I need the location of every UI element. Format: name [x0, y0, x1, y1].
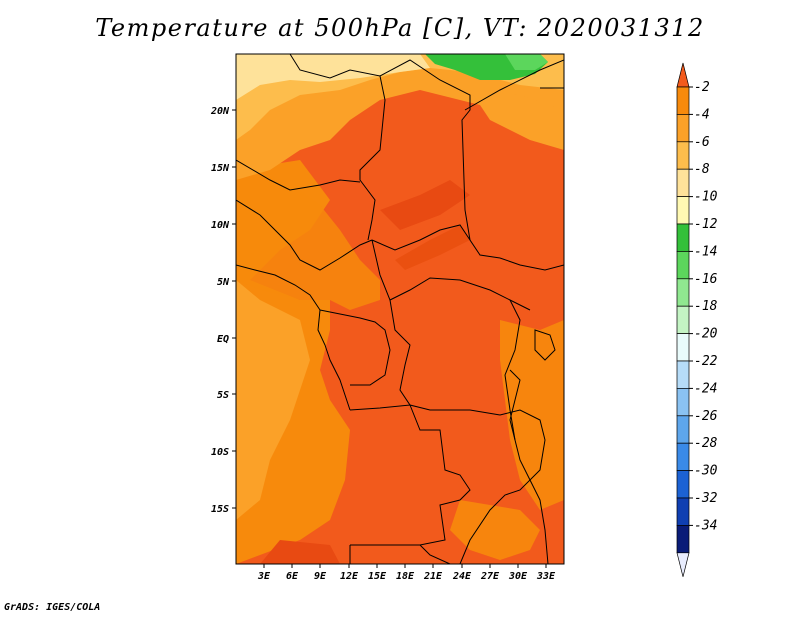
- colorbar-label: -34: [694, 518, 717, 533]
- border-lakes: [509, 369, 521, 441]
- chart-title: Temperature at 500hPa [C], VT: 202003131…: [95, 14, 705, 42]
- border-northeast: [464, 59, 564, 111]
- field-dark-streak: [380, 180, 470, 230]
- border-east-3: [459, 409, 546, 564]
- border-angola: [349, 404, 471, 546]
- colorbar-swatch: [676, 251, 690, 280]
- colorbar-swatch: [676, 442, 690, 471]
- colorbar-label: -16: [694, 272, 718, 287]
- lon-label: 15E: [368, 571, 387, 582]
- latitude-axis: 20N 15N 10N 5N EQ 5S 10S 15S: [210, 106, 236, 515]
- colorbar-label: -30: [694, 464, 718, 479]
- lat-label: 10S: [211, 447, 229, 458]
- lat-label: 20N: [210, 106, 230, 117]
- colorbar-swatch: [676, 333, 690, 362]
- colorbar-label: -4: [694, 107, 710, 122]
- lat-label: 5N: [217, 277, 230, 288]
- colorbar-bottom-arrow: [676, 552, 690, 577]
- field-dark-southwest: [260, 540, 340, 564]
- colorbar: -2 -4 -6 -8 -10 -12 -14 -16 -18 -20 -22 -24 -26 -28 -3…: [676, 62, 718, 577]
- longitude-axis: 3E 6E 9E 12E 15E 18E 21E 24E 27E 30E 33E: [257, 564, 556, 582]
- colorbar-swatch: [676, 525, 690, 554]
- lat-label: 15N: [211, 163, 230, 174]
- colorbar-label: -26: [694, 409, 718, 424]
- border-east-1: [499, 257, 564, 271]
- field-dark-streak-2: [395, 225, 470, 270]
- colorbar-swatch: [676, 360, 690, 389]
- lon-label: 21E: [423, 571, 443, 582]
- colorbar-swatch: [676, 278, 690, 307]
- colorbar-label: -22: [694, 354, 718, 369]
- field-orange-interior: [236, 175, 380, 310]
- lon-label: 33E: [536, 571, 556, 582]
- credit-text: GrADS: IGES/COLA: [4, 602, 101, 613]
- border-west-1: [236, 159, 361, 191]
- lon-label: 6E: [286, 571, 299, 582]
- colorbar-swatch: [676, 141, 690, 170]
- country-borders: [236, 54, 564, 564]
- colorbar-label: -8: [694, 162, 710, 177]
- border-south-1: [419, 544, 451, 564]
- border-coast-west: [236, 264, 351, 411]
- field-cold-patch-edge: [505, 54, 548, 70]
- colorbar-swatch: [676, 114, 690, 143]
- colorbar-swatch: [676, 86, 690, 115]
- lon-label: 30E: [508, 571, 528, 582]
- border-central-1: [371, 224, 471, 251]
- colorbar-swatch: [676, 388, 690, 417]
- field-southeast-patch: [450, 500, 540, 560]
- colorbar-top-arrow: [676, 62, 690, 88]
- field-northeast-patch: [470, 90, 564, 150]
- colorbar-swatch: [676, 497, 690, 526]
- lat-label: 5S: [217, 390, 229, 401]
- border-lake-victoria: [534, 329, 556, 361]
- colorbar-label: -32: [694, 491, 718, 506]
- colorbar-swatch: [676, 168, 690, 197]
- colorbar-label: -10: [694, 190, 718, 205]
- colorbar-swatch: [676, 305, 690, 334]
- colorbar-label: -14: [694, 244, 717, 259]
- border-north-1: [289, 54, 501, 259]
- colorbar-label: -24: [694, 381, 717, 396]
- lat-label: EQ: [217, 334, 229, 345]
- colorbar-label: -12: [694, 217, 718, 232]
- colorbar-swatch: [676, 415, 690, 444]
- colorbar-swatch: [676, 196, 690, 225]
- map-frame: [235, 53, 565, 565]
- colorbar-swatch: [676, 470, 690, 499]
- lon-label: 12E: [340, 571, 359, 582]
- field-light-southwest: [236, 280, 310, 520]
- field-orange-east: [500, 320, 564, 510]
- lon-label: 9E: [314, 571, 327, 582]
- colorbar-label: -28: [694, 436, 718, 451]
- lon-label: 3E: [257, 571, 271, 582]
- lon-label: 24E: [452, 571, 472, 582]
- lon-label: 27E: [480, 571, 500, 582]
- lat-label: 15S: [211, 504, 229, 515]
- border-gulf: [319, 309, 391, 386]
- colorbar-swatch: [676, 223, 690, 252]
- border-west-2: [236, 199, 373, 271]
- colorbar-label: -2: [694, 80, 710, 95]
- border-central-2: [371, 239, 531, 311]
- lat-label: 10N: [211, 220, 230, 231]
- border-congo-1: [389, 299, 501, 416]
- colorbar-label: -20: [694, 327, 718, 342]
- colorbar-label: -6: [694, 135, 710, 150]
- temperature-field: [236, 54, 564, 564]
- colorbar-label: -18: [694, 299, 718, 314]
- border-north-2: [359, 75, 386, 241]
- lon-label: 18E: [396, 571, 415, 582]
